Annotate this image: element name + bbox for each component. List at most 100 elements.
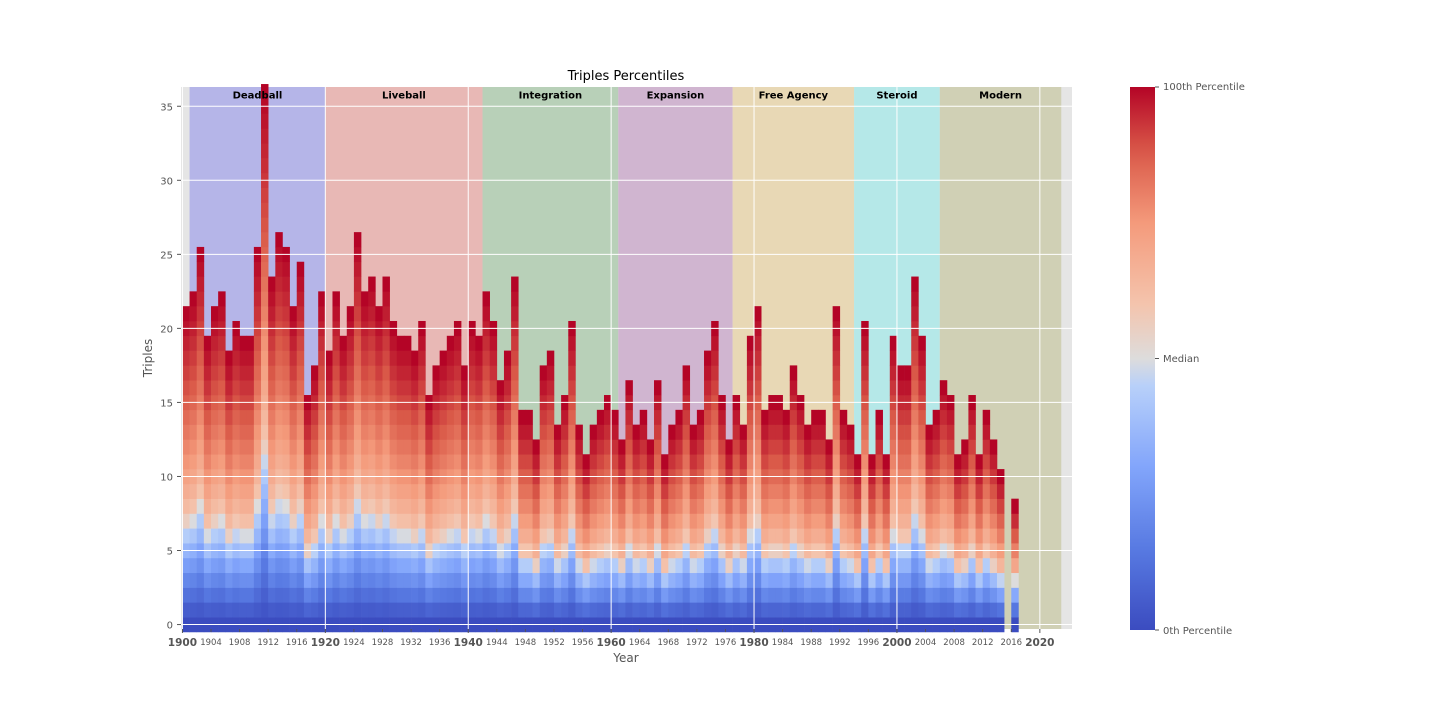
heatmap-cell	[732, 439, 741, 455]
heatmap-cell	[746, 409, 755, 425]
heatmap-cell	[339, 335, 348, 351]
heatmap-cell	[582, 528, 591, 544]
heatmap-cell	[296, 424, 305, 440]
heatmap-cell	[625, 483, 633, 499]
heatmap-cell	[375, 335, 383, 351]
heatmap-cell	[496, 572, 505, 588]
heatmap-cell	[775, 424, 783, 440]
heatmap-cell	[203, 380, 212, 396]
heatmap-cell	[468, 572, 476, 588]
heatmap-cell	[346, 424, 355, 440]
heatmap-cell	[289, 335, 298, 351]
heatmap-cell	[682, 572, 691, 588]
heatmap-cell	[446, 335, 455, 351]
heatmap-cell	[503, 602, 512, 618]
heatmap-cell	[582, 513, 591, 529]
heatmap-cell	[925, 602, 933, 618]
heatmap-cell	[246, 439, 255, 455]
heatmap-cell	[346, 483, 355, 499]
heatmap-cell	[289, 350, 298, 366]
era-label: Liveball	[382, 90, 426, 101]
heatmap-cell	[811, 439, 819, 455]
heatmap-cell	[832, 380, 841, 396]
heatmap-cell	[675, 557, 683, 574]
heatmap-cell	[482, 572, 490, 588]
heatmap-cell	[761, 557, 769, 574]
heatmap-cell	[768, 498, 776, 514]
heatmap-cell	[946, 439, 955, 455]
heatmap-cell	[982, 528, 991, 544]
heatmap-cell	[489, 380, 498, 396]
y-tick-label: 25	[160, 250, 173, 261]
heatmap-cell	[739, 439, 748, 455]
heatmap-cell	[482, 424, 490, 440]
heatmap-cell	[696, 409, 705, 425]
heatmap-cell	[375, 513, 383, 529]
heatmap-cell	[561, 513, 569, 529]
heatmap-cell	[868, 557, 876, 574]
heatmap-cell	[418, 572, 426, 588]
heatmap-cell	[561, 572, 569, 588]
heatmap-cell	[461, 513, 469, 529]
heatmap-cell	[461, 454, 469, 470]
heatmap-cell	[1011, 587, 1019, 603]
heatmap-cell	[375, 365, 383, 381]
heatmap-cell	[218, 498, 226, 514]
heatmap-cell	[382, 602, 390, 618]
heatmap-cell	[711, 350, 719, 366]
heatmap-cell	[996, 587, 1005, 603]
heatmap-cell	[503, 498, 512, 514]
heatmap-cell	[446, 454, 455, 470]
heatmap-cell	[696, 454, 705, 470]
heatmap-cell	[725, 454, 733, 470]
heatmap-cell	[889, 365, 898, 381]
heatmap-cell	[696, 528, 705, 544]
y-tick-label: 10	[160, 472, 173, 483]
heatmap-cell	[303, 587, 312, 603]
heatmap-cell	[761, 587, 769, 603]
heatmap-cell	[668, 483, 676, 499]
heatmap-cell	[818, 587, 826, 603]
heatmap-cell	[275, 483, 283, 499]
heatmap-cell	[796, 424, 805, 440]
heatmap-cell	[361, 602, 369, 618]
heatmap-cell	[182, 587, 190, 603]
heatmap-cell	[768, 483, 776, 499]
heatmap-cell	[711, 335, 719, 351]
heatmap-cell	[253, 409, 262, 425]
heatmap-cell	[804, 602, 812, 618]
heatmap-cell	[418, 409, 426, 425]
heatmap-cell	[861, 602, 869, 618]
heatmap-cell	[482, 365, 490, 381]
heatmap-cell	[1011, 572, 1019, 588]
heatmap-cell	[382, 513, 390, 529]
heatmap-cell	[375, 454, 383, 470]
heatmap-cell	[882, 557, 891, 574]
heatmap-cell	[603, 513, 612, 529]
heatmap-cell	[403, 557, 412, 574]
heatmap-cell	[246, 572, 255, 588]
heatmap-cell	[739, 572, 748, 588]
heatmap-cell	[261, 528, 269, 544]
heatmap-cell	[611, 513, 619, 529]
heatmap-cell	[503, 557, 512, 574]
heatmap-cell	[225, 513, 233, 529]
heatmap-cell	[189, 291, 198, 307]
heatmap-cell	[889, 602, 898, 618]
heatmap-cell	[325, 513, 333, 529]
heatmap-cell	[682, 602, 691, 618]
heatmap-cell	[268, 587, 276, 603]
heatmap-cell	[468, 557, 476, 574]
heatmap-cell	[961, 439, 969, 455]
era-label: Integration	[519, 90, 582, 101]
heatmap-cell	[861, 498, 869, 514]
heatmap-cell	[761, 498, 769, 514]
heatmap-cell	[211, 365, 219, 381]
heatmap-cell	[954, 483, 962, 499]
heatmap-cell	[303, 602, 312, 618]
heatmap-cell	[182, 513, 190, 529]
heatmap-cell	[296, 454, 305, 470]
heatmap-cell	[818, 439, 826, 455]
heatmap-cell	[503, 350, 512, 366]
heatmap-cell	[203, 557, 212, 574]
